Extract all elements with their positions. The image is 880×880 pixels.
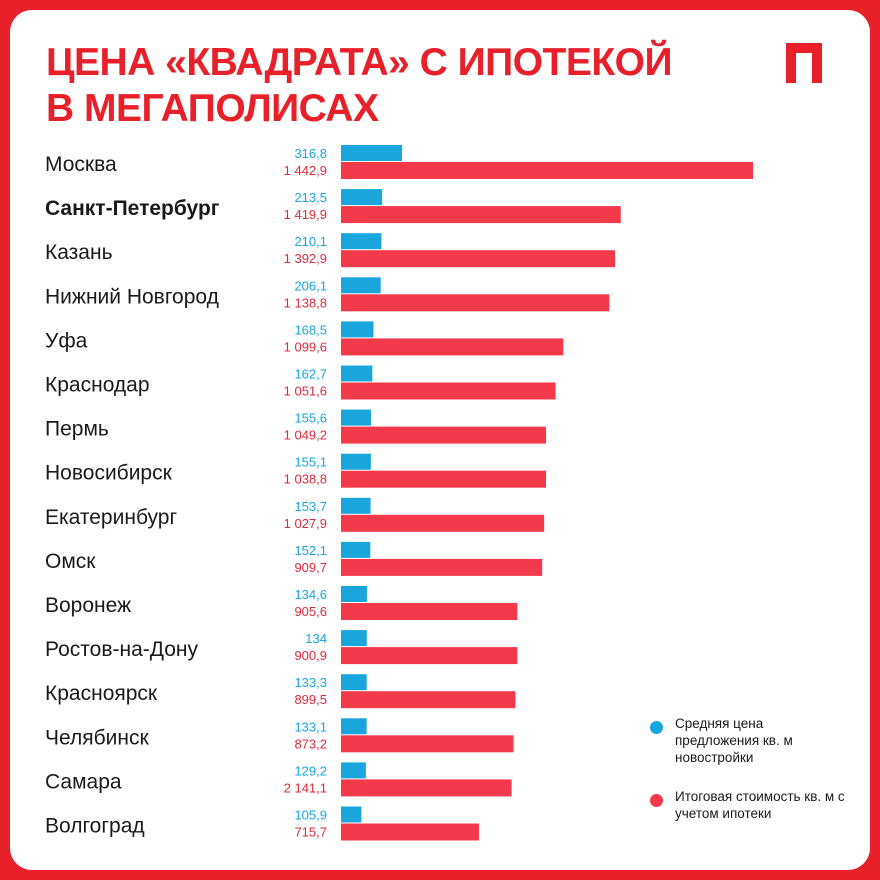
- value-label-total: 1 099,6: [284, 339, 327, 354]
- value-label-total: 715,7: [294, 825, 327, 840]
- bar-total: [341, 338, 564, 356]
- value-label-price: 168,5: [294, 322, 327, 337]
- bar-total: [341, 294, 610, 312]
- bar-total: [341, 735, 514, 753]
- city-label: Волгоград: [45, 815, 145, 838]
- value-label-total: 1 138,8: [284, 295, 327, 310]
- bar-total: [341, 162, 753, 179]
- value-label-total: 873,2: [294, 736, 327, 751]
- city-label: Санкт-Петербург: [45, 197, 220, 220]
- bar-price: [341, 233, 382, 250]
- city-label: Воронеж: [45, 594, 131, 617]
- legend-label-price: Средняя цена предложения кв. м новострой…: [675, 716, 793, 765]
- bar-price: [341, 718, 367, 735]
- bar-total: [341, 603, 518, 620]
- bar-total: [341, 779, 512, 797]
- title-line-1: ЦЕНА «КВАДРАТА» С ИПОТЕКОЙ: [46, 41, 673, 84]
- bar-total: [341, 206, 621, 224]
- value-label-price: 153,7: [294, 499, 327, 514]
- p-letter-logo-icon: [786, 43, 822, 83]
- value-label-total: 909,7: [294, 560, 327, 575]
- bar-total: [341, 823, 479, 841]
- value-label-price: 133,1: [294, 719, 327, 734]
- city-label: Екатеринбург: [45, 506, 177, 529]
- city-label: Уфа: [45, 329, 88, 352]
- bar-price: [341, 674, 367, 691]
- value-label-price: 162,7: [294, 367, 327, 382]
- bar-price: [341, 806, 362, 823]
- value-label-total: 1 038,8: [284, 472, 327, 487]
- legend-label-total: Итоговая стоимость кв. м с учетом ипотек…: [675, 789, 845, 821]
- value-label-price: 152,1: [294, 543, 327, 558]
- bar-total: [341, 558, 543, 576]
- bar-price: [341, 453, 371, 470]
- bar-total: [341, 470, 547, 488]
- bar-price: [341, 321, 374, 338]
- value-label-total: 1 419,9: [284, 207, 327, 222]
- city-label: Краснодар: [45, 374, 150, 397]
- bar-price: [341, 762, 366, 779]
- value-label-total: 1 442,9: [284, 163, 327, 178]
- value-label-total: 900,9: [294, 648, 327, 663]
- city-label: Казань: [45, 241, 113, 264]
- bar-total: [341, 647, 518, 665]
- value-label-price: 316,8: [294, 146, 327, 161]
- value-label-price: 155,1: [294, 455, 327, 470]
- bar-chart: Москва 316,8 1 442,9 Санкт-Петербург 213,5 1 …: [45, 145, 753, 841]
- city-label: Самара: [45, 770, 122, 793]
- bar-price: [341, 365, 373, 382]
- bar-total: [341, 382, 556, 400]
- bar-price: [341, 189, 383, 206]
- city-label: Москва: [45, 153, 117, 176]
- value-label-price: 155,6: [294, 411, 327, 426]
- legend-swatch-price: [650, 721, 663, 734]
- value-label-total: 2 141,1: [284, 780, 327, 795]
- city-label: Ростов-на-Дону: [45, 638, 198, 661]
- value-label-price: 206,1: [294, 278, 327, 293]
- page-title: ЦЕНА «КВАДРАТА» С ИПОТЕКОЙ В МЕГАПОЛИСАХ: [46, 40, 673, 132]
- value-label-price: 213,5: [294, 190, 327, 205]
- city-label: Омск: [45, 550, 96, 573]
- city-label: Нижний Новгород: [45, 285, 219, 308]
- infographic-card: ЦЕНА «КВАДРАТА» С ИПОТЕКОЙ В МЕГАПОЛИСАХ…: [10, 10, 870, 870]
- legend-swatch-total: [650, 794, 663, 807]
- value-label-total: 1 027,9: [284, 516, 327, 531]
- value-label-price: 133,3: [294, 675, 327, 690]
- bar-price: [341, 277, 381, 294]
- bar-price: [341, 409, 371, 426]
- value-label-price: 105,9: [294, 808, 327, 823]
- bar-price: [341, 145, 402, 161]
- city-label: Новосибирск: [45, 462, 173, 485]
- bar-total: [341, 250, 616, 268]
- bar-price: [341, 541, 371, 558]
- value-label-total: 1 049,2: [284, 428, 327, 443]
- value-label-total: 1 392,9: [284, 251, 327, 266]
- bar-price: [341, 586, 367, 602]
- value-label-total: 905,6: [294, 604, 327, 619]
- value-label-total: 899,5: [294, 692, 327, 707]
- city-label: Пермь: [45, 418, 109, 441]
- value-label-total: 1 051,6: [284, 384, 327, 399]
- value-label-price: 129,2: [294, 763, 327, 778]
- city-label: Челябинск: [45, 726, 149, 749]
- value-label-price: 134,6: [294, 587, 327, 602]
- city-label: Красноярск: [45, 682, 158, 705]
- value-label-price: 210,1: [294, 234, 327, 249]
- value-label-price: 134: [305, 631, 327, 646]
- bar-total: [341, 691, 516, 709]
- bar-price: [341, 630, 367, 647]
- title-line-2: В МЕГАПОЛИСАХ: [46, 87, 379, 130]
- bar-total: [341, 514, 545, 532]
- bar-price: [341, 497, 371, 514]
- bar-total: [341, 426, 547, 444]
